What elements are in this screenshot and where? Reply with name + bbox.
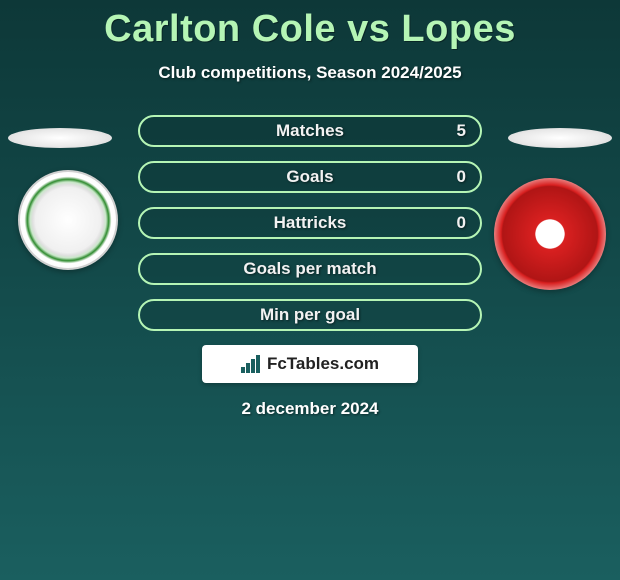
stat-row-hattricks: Hattricks 0 (138, 207, 482, 239)
subtitle: Club competitions, Season 2024/2025 (0, 63, 620, 83)
celtic-crest-icon (18, 170, 118, 270)
stat-label: Hattricks (140, 213, 480, 233)
stat-label: Min per goal (140, 305, 480, 325)
stat-row-min-per-goal: Min per goal (138, 299, 482, 331)
date-label: 2 december 2024 (0, 399, 620, 419)
page-title: Carlton Cole vs Lopes (0, 0, 620, 51)
comparison-card: Carlton Cole vs Lopes Club competitions,… (0, 0, 620, 580)
stat-value-right: 5 (457, 121, 466, 141)
stat-label: Matches (140, 121, 480, 141)
stat-row-goals-per-match: Goals per match (138, 253, 482, 285)
fctables-link[interactable]: FcTables.com (202, 345, 418, 383)
stat-row-goals: Goals 0 (138, 161, 482, 193)
bar-chart-icon (241, 355, 263, 373)
aberdeen-crest-icon (494, 178, 606, 290)
stat-label: Goals per match (140, 259, 480, 279)
player-right-marker (508, 128, 612, 148)
player-left-marker (8, 128, 112, 148)
stat-value-right: 0 (457, 213, 466, 233)
stat-row-matches: Matches 5 (138, 115, 482, 147)
stat-value-right: 0 (457, 167, 466, 187)
brand-label: FcTables.com (267, 354, 379, 374)
stat-label: Goals (140, 167, 480, 187)
